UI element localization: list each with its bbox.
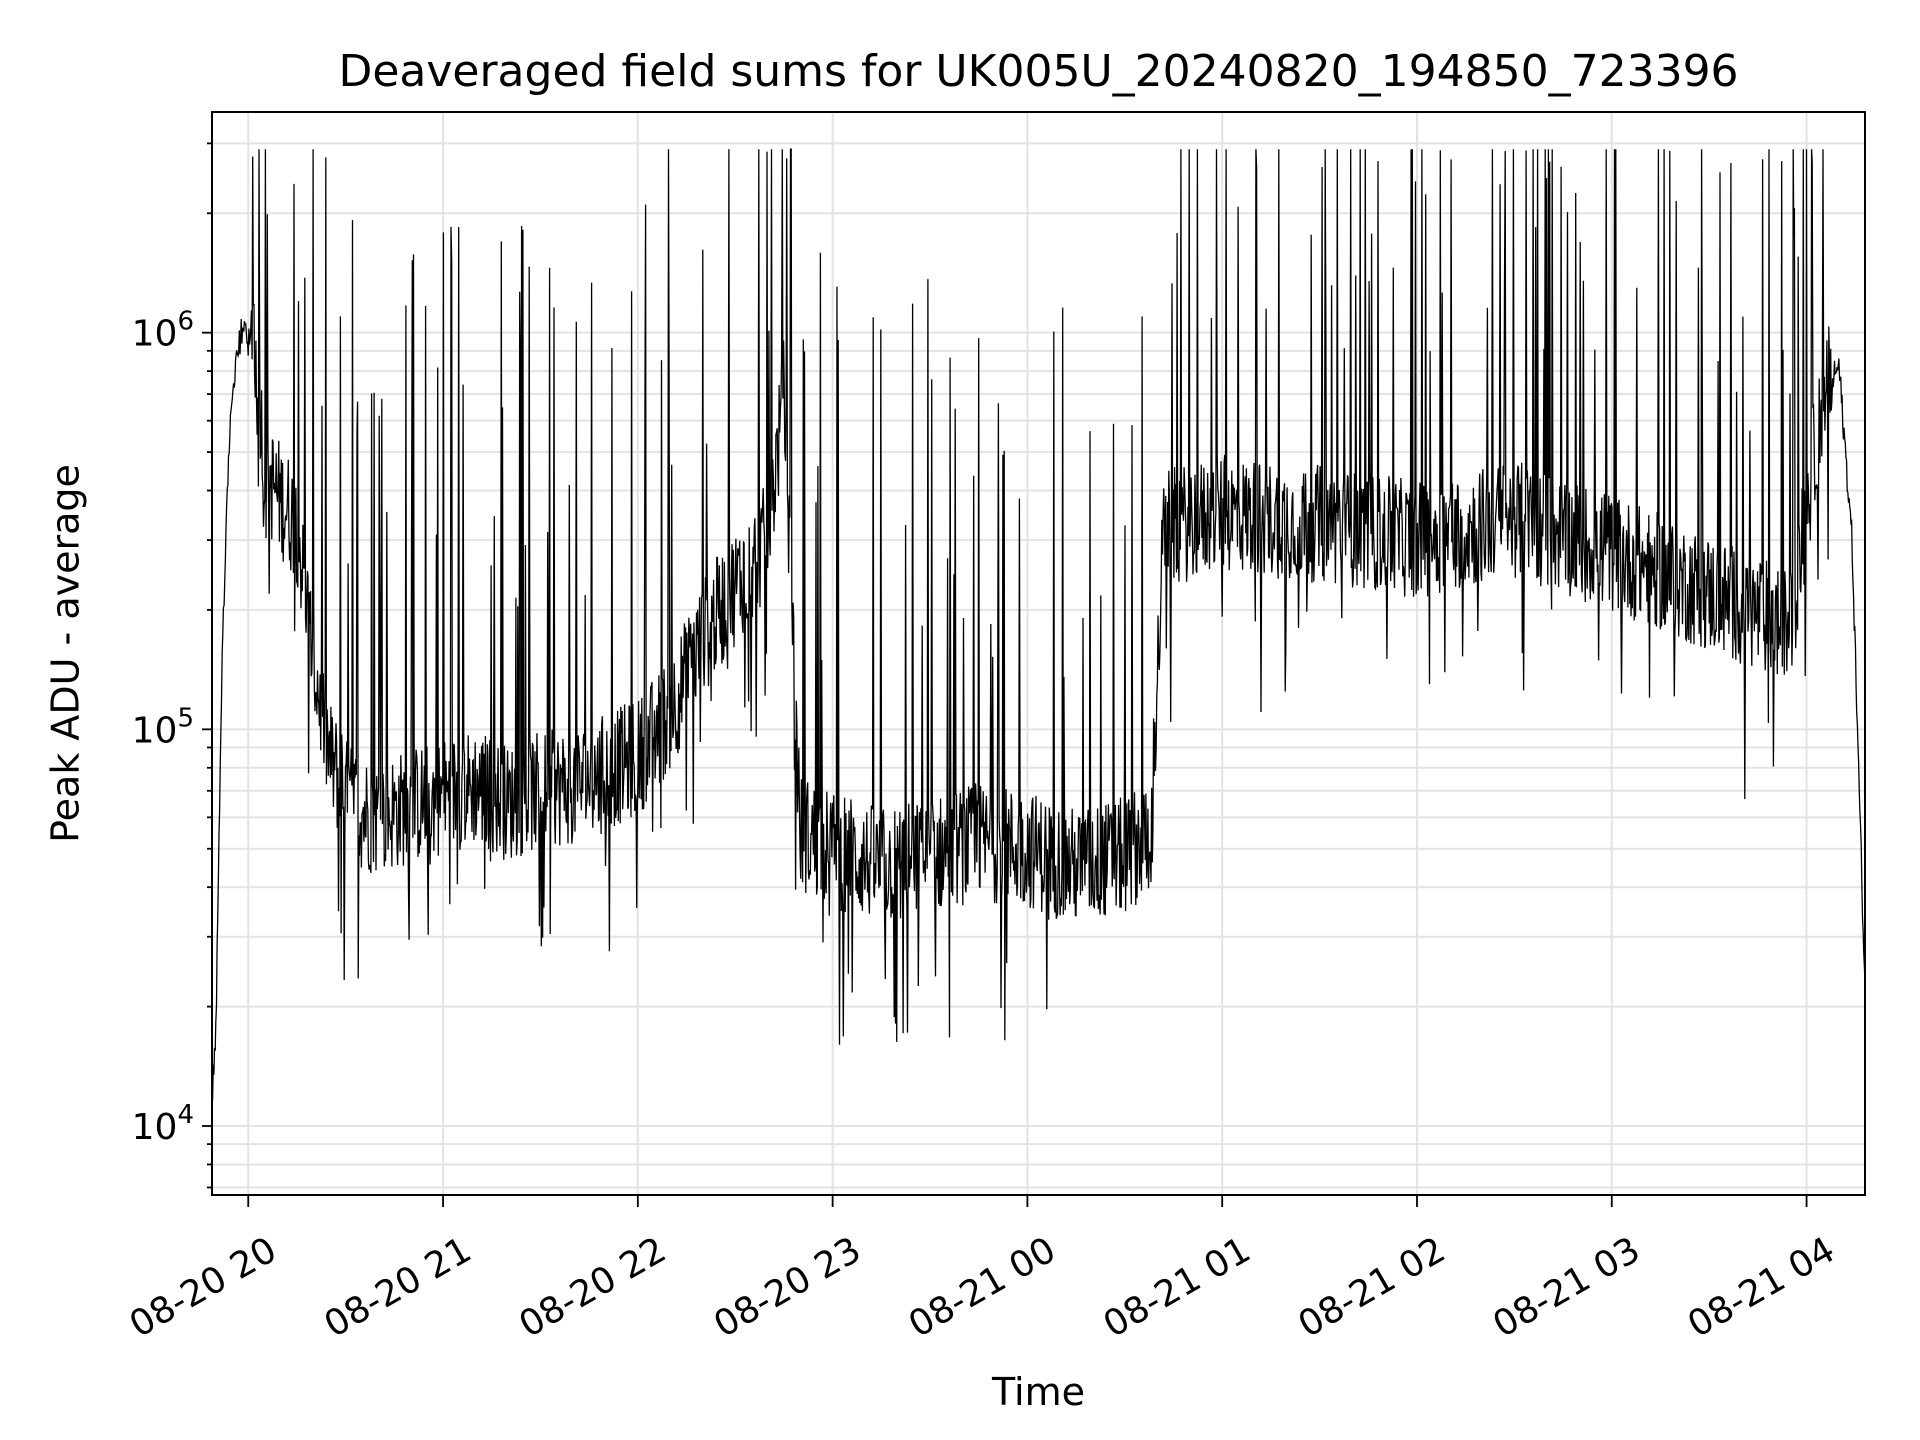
x-tick-label: 08-21 03 xyxy=(1486,1229,1647,1345)
chart-title: Deaveraged field sums for UK005U_2024082… xyxy=(338,46,1738,97)
y-tick-exponent: 5 xyxy=(177,703,194,733)
x-tick-label: 08-20 21 xyxy=(318,1229,479,1345)
x-tick-label: 08-21 04 xyxy=(1681,1229,1842,1345)
x-tick-label: 08-20 20 xyxy=(123,1229,284,1345)
x-tick-label: 08-20 23 xyxy=(707,1229,868,1345)
series-line xyxy=(211,148,1866,1101)
y-tick-label: 105 xyxy=(132,703,194,751)
y-tick-base: 10 xyxy=(132,1107,178,1148)
y-tick-label: 104 xyxy=(132,1100,194,1148)
grid-lines xyxy=(212,112,1865,1195)
y-tick-base: 10 xyxy=(132,314,178,355)
x-tick-label: 08-21 02 xyxy=(1292,1229,1453,1345)
y-axis-label: Peak ADU - average xyxy=(44,464,88,843)
x-tick-label: 08-21 01 xyxy=(1097,1229,1258,1345)
series-layer xyxy=(211,148,1866,1101)
x-axis-label: Time xyxy=(991,1370,1085,1414)
y-tick-label: 106 xyxy=(132,307,194,355)
plot-frame xyxy=(211,111,1866,1196)
x-tick-label: 08-21 00 xyxy=(902,1229,1063,1345)
y-tick-base: 10 xyxy=(132,710,178,751)
y-tick-exponent: 6 xyxy=(177,307,194,337)
y-tick-exponent: 4 xyxy=(177,1100,194,1130)
x-tick-label: 08-20 22 xyxy=(512,1229,673,1345)
